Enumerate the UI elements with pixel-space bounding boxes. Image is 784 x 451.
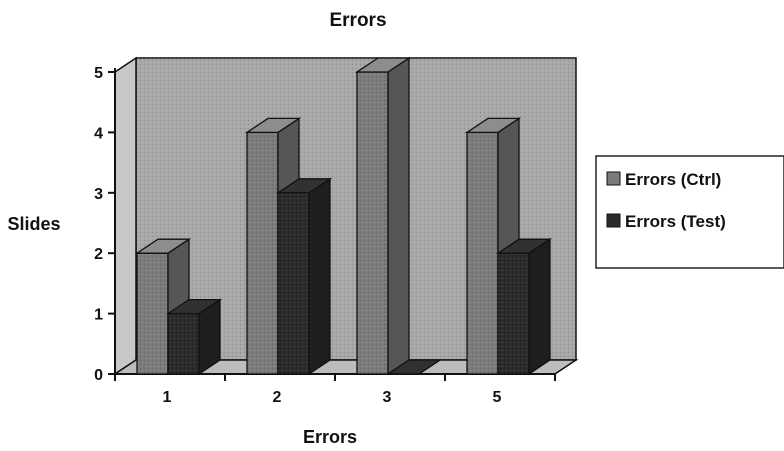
- y-tick-label: 2: [94, 246, 103, 263]
- bar-front-texture: [278, 192, 309, 374]
- bar-top: [275, 178, 333, 194]
- legend-swatch-test: [606, 213, 621, 228]
- bars: [134, 56, 553, 376]
- legend-label-test: Errors (Test): [625, 212, 726, 231]
- back-wall-texture: [136, 58, 576, 360]
- bar-front-texture: [357, 72, 388, 374]
- bar-top: [244, 117, 302, 134]
- y-tick-label: 1: [94, 307, 103, 324]
- bar-front-texture: [137, 253, 168, 374]
- y-tick-label: 5: [94, 65, 103, 82]
- bar-top: [385, 359, 443, 375]
- y-tick-label: 3: [94, 186, 103, 203]
- tick-labels: 0 1 2 3 4 5 1 2 3 5: [94, 65, 501, 406]
- legend-box: [595, 155, 784, 269]
- bar-top: [464, 117, 522, 134]
- legend-label-ctrl: Errors (Ctrl): [625, 170, 721, 189]
- x-tick-label: 1: [163, 389, 172, 406]
- x-axis-title: Errors: [303, 427, 357, 447]
- x-tick-label: 5: [493, 389, 502, 406]
- bar-front-texture: [467, 132, 498, 374]
- legend-swatch-ctrl: [606, 171, 621, 186]
- bar-top: [165, 298, 223, 315]
- bar-errorstest-2: [275, 177, 333, 376]
- x-tick-label: 3: [383, 389, 392, 406]
- y-tick-label: 4: [94, 125, 103, 142]
- bar-errorsctrl-3: [354, 56, 412, 376]
- bar-errorstest-5: [495, 237, 553, 376]
- side-wall: [114, 56, 137, 376]
- bar-side: [387, 56, 410, 376]
- bar-errorstest-1: [165, 298, 223, 376]
- bar-errorstest-3: [385, 359, 443, 375]
- bar-front-texture: [168, 313, 199, 374]
- chart-title: Errors: [329, 10, 386, 31]
- bar-side: [528, 237, 551, 376]
- chart-walls: [112, 56, 579, 376]
- bar-front-texture: [247, 132, 278, 374]
- y-tick-label: 0: [94, 367, 103, 384]
- bar-top: [354, 57, 412, 73]
- bar-front-texture: [498, 253, 529, 374]
- bar-side: [308, 177, 331, 376]
- legend: Errors (Ctrl) Errors (Test): [595, 155, 784, 269]
- bar-top: [495, 238, 553, 254]
- x-tick-label: 2: [273, 389, 282, 406]
- y-axis-title: Slides: [7, 214, 60, 234]
- bar-top: [134, 238, 192, 254]
